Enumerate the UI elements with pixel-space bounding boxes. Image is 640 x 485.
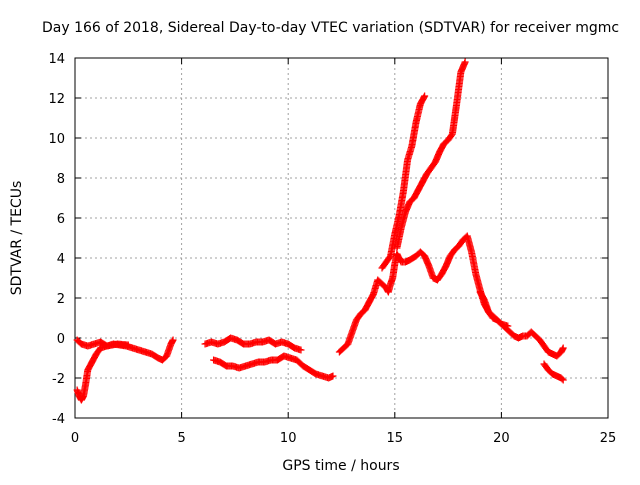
y-tick-label: 2	[57, 292, 65, 307]
tick-layer: 0 5 10 15 20 25 -4 -2 0 2 4 6 8 10 12 14	[48, 52, 616, 446]
series-track-d	[210, 352, 337, 382]
data-point	[124, 341, 132, 349]
y-tick-label: 8	[57, 172, 65, 187]
x-tick-label: 15	[387, 431, 404, 446]
y-tick-label: 14	[48, 52, 65, 67]
data-point	[169, 336, 177, 344]
y-tick-label: -2	[52, 372, 65, 387]
x-tick-label: 25	[600, 431, 617, 446]
data-point	[559, 376, 567, 384]
x-tick-label: 5	[177, 431, 185, 446]
series-track-i	[540, 360, 567, 384]
x-axis-title: GPS time / hours	[282, 458, 399, 474]
series-track-h	[476, 288, 512, 330]
y-tick-label: 12	[48, 92, 65, 107]
series-track-a	[73, 336, 177, 364]
y-tick-label: 6	[57, 212, 65, 227]
y-tick-label: 4	[57, 252, 65, 267]
data-point	[558, 375, 566, 383]
series-track-b	[73, 340, 132, 404]
y-tick-label: 0	[57, 332, 65, 347]
data-point	[559, 344, 567, 352]
chart-title: Day 166 of 2018, Sidereal Day-to-day VTE…	[42, 20, 619, 36]
data-point	[329, 372, 337, 380]
points-layer	[73, 58, 567, 404]
x-tick-label: 0	[71, 431, 79, 446]
data-point	[421, 92, 429, 100]
data-point	[461, 58, 469, 66]
plot-border	[74, 57, 609, 419]
series-track-g	[393, 58, 469, 252]
x-tick-label: 20	[493, 431, 510, 446]
y-axis-title: SDTVAR / TECUs	[9, 181, 25, 296]
data-point	[420, 93, 428, 101]
y-tick-label: 10	[48, 132, 65, 147]
grid-layer	[75, 58, 608, 418]
series-track-e	[335, 232, 567, 360]
data-point	[504, 322, 512, 330]
data-point	[297, 346, 305, 354]
y-tick-label: -4	[52, 412, 65, 427]
x-tick-label: 10	[280, 431, 297, 446]
series-track-c	[201, 334, 305, 354]
